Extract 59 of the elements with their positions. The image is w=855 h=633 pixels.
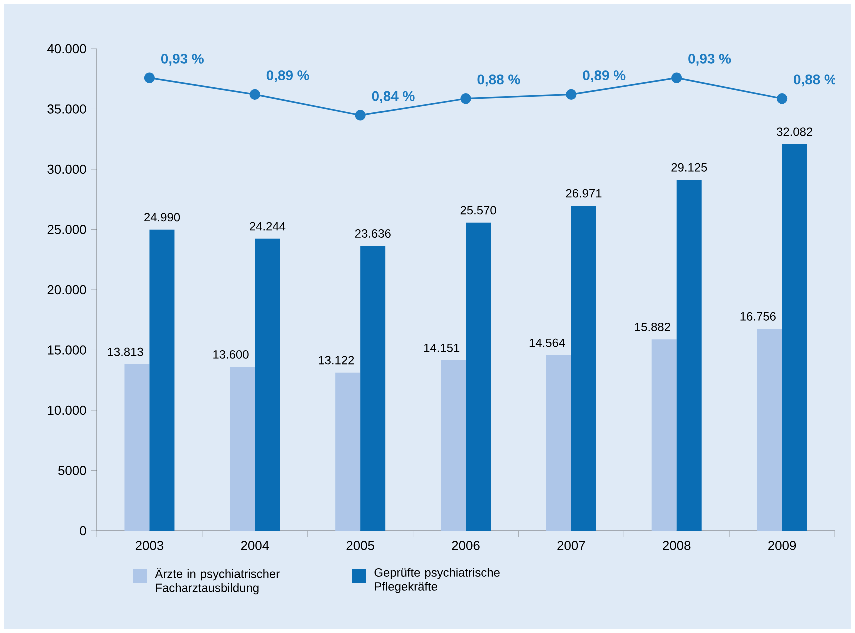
bar [124, 364, 150, 531]
x-tick-label: 2006 [452, 541, 480, 550]
data-label: 24.990 [144, 213, 180, 222]
bar [255, 238, 280, 531]
point [460, 94, 472, 104]
x-tick-label: 2009 [768, 541, 796, 550]
data-label: 0,84 % [372, 91, 415, 104]
data-label: 0,93 % [161, 54, 204, 66]
data-label: 24.244 [250, 222, 286, 231]
bar [230, 367, 256, 531]
bar [757, 329, 782, 531]
data-label: 14.151 [424, 344, 460, 352]
x-tick-label: 2004 [241, 541, 270, 550]
data-label: 23.636 [355, 230, 391, 238]
data-label: 0,89 % [266, 70, 310, 82]
data-label: 32.082 [777, 128, 813, 136]
bar [441, 360, 466, 531]
y-tick-label: 15.000 [48, 346, 86, 355]
bar [546, 356, 572, 531]
bar [150, 230, 175, 531]
point [144, 72, 156, 84]
x-tick-label: 2005 [346, 541, 374, 550]
data-label: 13.122 [319, 356, 354, 365]
y-tick-label: 10.000 [48, 406, 86, 416]
y-tick-label: 20.000 [48, 285, 86, 295]
point [355, 110, 366, 121]
data-label: 16.756 [740, 312, 776, 321]
bar [360, 246, 386, 531]
data-label: 14.564 [530, 338, 566, 348]
x-tick-label: 2007 [558, 541, 586, 550]
legend-label: Ärzte in psychiatrischer Facharztausbildung [155, 568, 280, 595]
legend-label: Geprüfte psychiatrische Pflegekräfte [374, 568, 500, 594]
data-label: 25.570 [460, 206, 496, 215]
y-tick-label: 35.000 [48, 104, 86, 114]
data-label: 0,89 % [583, 70, 626, 82]
x-tick-label: 2003 [136, 541, 164, 550]
data-label: 15.882 [635, 322, 670, 332]
data-label: 13.600 [214, 350, 249, 359]
y-tick-label: 25.000 [48, 225, 86, 234]
point [776, 94, 788, 104]
data-label: 0,88 % [478, 74, 520, 87]
bar [466, 222, 492, 531]
bar [676, 180, 702, 531]
data-label: 26.971 [566, 189, 602, 198]
bar [652, 340, 677, 531]
point [672, 72, 682, 84]
data-label: 13.813 [108, 348, 144, 356]
data-label: 0,93 % [688, 54, 732, 66]
point [566, 89, 577, 100]
bar [336, 372, 361, 531]
y-tick-label: 40.000 [48, 44, 86, 54]
bar [782, 144, 808, 531]
y-tick-label: 0 [80, 526, 86, 536]
x-tick-label: 2008 [663, 541, 691, 550]
y-tick-label: 30.000 [48, 164, 86, 174]
bar [571, 206, 596, 531]
point [250, 89, 260, 100]
data-label: 29.125 [672, 163, 708, 172]
y-tick-label: 5000 [58, 466, 86, 476]
